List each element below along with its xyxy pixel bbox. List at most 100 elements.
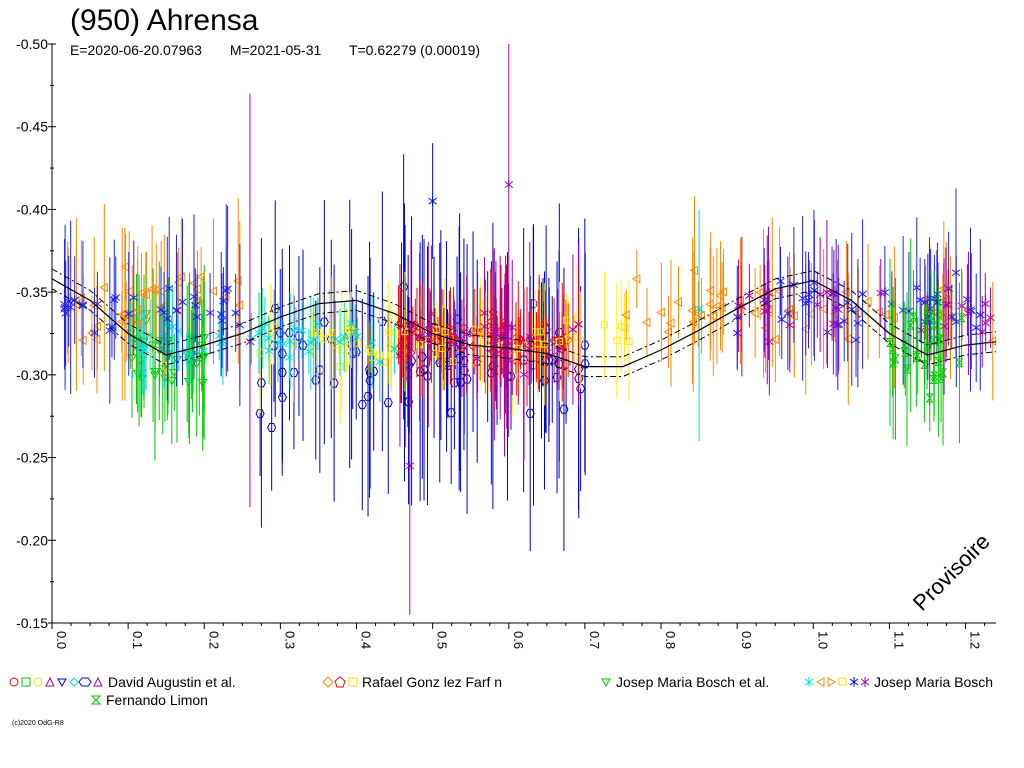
data-point — [60, 300, 69, 309]
y-tick-label: -0.30 — [16, 367, 48, 383]
data-point — [981, 299, 990, 308]
data-point — [715, 290, 724, 301]
x-tick-label: 0.1 — [130, 631, 145, 649]
provisoire-watermark: Provisoire — [908, 529, 995, 616]
data-point — [415, 367, 425, 377]
data-point — [927, 311, 936, 321]
data-point — [541, 340, 549, 348]
data-point — [141, 289, 151, 300]
data-point — [217, 316, 227, 325]
data-point — [613, 336, 621, 344]
data-point — [231, 308, 241, 317]
data-point — [694, 304, 704, 313]
data-point — [574, 374, 584, 384]
data-point — [277, 349, 287, 359]
x-tick-label: 1.0 — [815, 631, 830, 649]
data-point — [920, 298, 930, 307]
data-point — [449, 334, 459, 344]
data-point — [216, 310, 226, 319]
x-tick-label: 0.8 — [663, 631, 678, 649]
x-tick-label: 1.2 — [968, 631, 983, 649]
data-point — [446, 408, 456, 418]
data-point — [900, 340, 909, 350]
data-point — [306, 338, 316, 347]
data-point — [563, 316, 571, 324]
data-point — [189, 292, 199, 301]
data-point — [621, 324, 629, 332]
data-point — [428, 197, 437, 206]
data-point — [386, 341, 394, 349]
y-tick-label: -0.40 — [16, 201, 48, 217]
data-point — [957, 313, 966, 323]
data-point — [235, 321, 245, 330]
fit-curve-upper-band — [51, 268, 997, 358]
fit-curve-line — [51, 278, 997, 368]
data-point — [495, 333, 505, 342]
data-point — [539, 375, 550, 385]
data-point — [284, 353, 294, 362]
data-point — [390, 344, 399, 353]
data-point — [273, 338, 283, 347]
legend-label: Josep Maria Bosch — [874, 674, 994, 690]
data-point — [444, 323, 455, 333]
data-point — [750, 308, 759, 319]
data-point — [511, 333, 521, 343]
data-point — [450, 340, 459, 349]
data-point — [847, 305, 857, 314]
data-point — [580, 340, 590, 350]
data-point — [891, 354, 900, 364]
x-tick-label: 1.1 — [891, 631, 906, 649]
data-point — [256, 378, 266, 388]
data-point — [625, 337, 633, 345]
data-point — [843, 298, 853, 307]
data-point — [762, 305, 772, 314]
data-point — [975, 310, 985, 319]
legend-entry-rafael-gonzalez: Rafael Gonz lez Farf n — [322, 673, 502, 691]
data-point — [785, 320, 795, 329]
x-tick-label: 0.0 — [54, 631, 69, 649]
data-point — [205, 308, 215, 317]
data-point — [176, 271, 185, 282]
data-point — [665, 318, 675, 328]
data-point — [964, 309, 973, 318]
data-point — [923, 342, 932, 352]
legend-label: Rafael Gonz lez Farf n — [362, 674, 503, 690]
data-point — [823, 328, 832, 337]
data-point — [233, 276, 242, 286]
modified-label: M=2021-05-31 — [229, 42, 322, 58]
data-point — [934, 356, 943, 366]
data-point — [335, 338, 345, 347]
period-label: T=0.62279 (0.00019) — [348, 42, 481, 58]
legend-symbols-icon — [804, 677, 870, 687]
data-point — [515, 334, 526, 344]
data-point — [415, 334, 426, 344]
data-point — [172, 306, 182, 315]
data-point — [829, 319, 838, 328]
series-group — [255, 154, 590, 552]
data-point — [405, 461, 415, 470]
data-point — [559, 404, 569, 414]
data-point — [191, 360, 202, 369]
data-point — [256, 349, 264, 357]
data-point — [717, 302, 726, 313]
data-point — [441, 328, 449, 336]
legend-symbols-icon — [9, 676, 103, 688]
data-point — [839, 317, 849, 326]
data-point — [277, 392, 287, 402]
epoch-label: E=2020-06-20.07963 — [70, 42, 202, 58]
data-point — [708, 311, 717, 322]
data-point — [346, 319, 356, 328]
data-point — [711, 301, 721, 312]
data-point — [853, 319, 863, 328]
data-point — [813, 300, 822, 309]
data-point — [822, 288, 832, 297]
data-point — [304, 347, 314, 356]
data-point — [733, 312, 742, 321]
data-points — [60, 44, 997, 615]
data-point — [568, 325, 578, 334]
data-point — [309, 331, 317, 339]
data-point — [264, 346, 274, 355]
data-point — [443, 360, 453, 370]
data-point — [986, 313, 995, 322]
data-point — [656, 307, 665, 318]
